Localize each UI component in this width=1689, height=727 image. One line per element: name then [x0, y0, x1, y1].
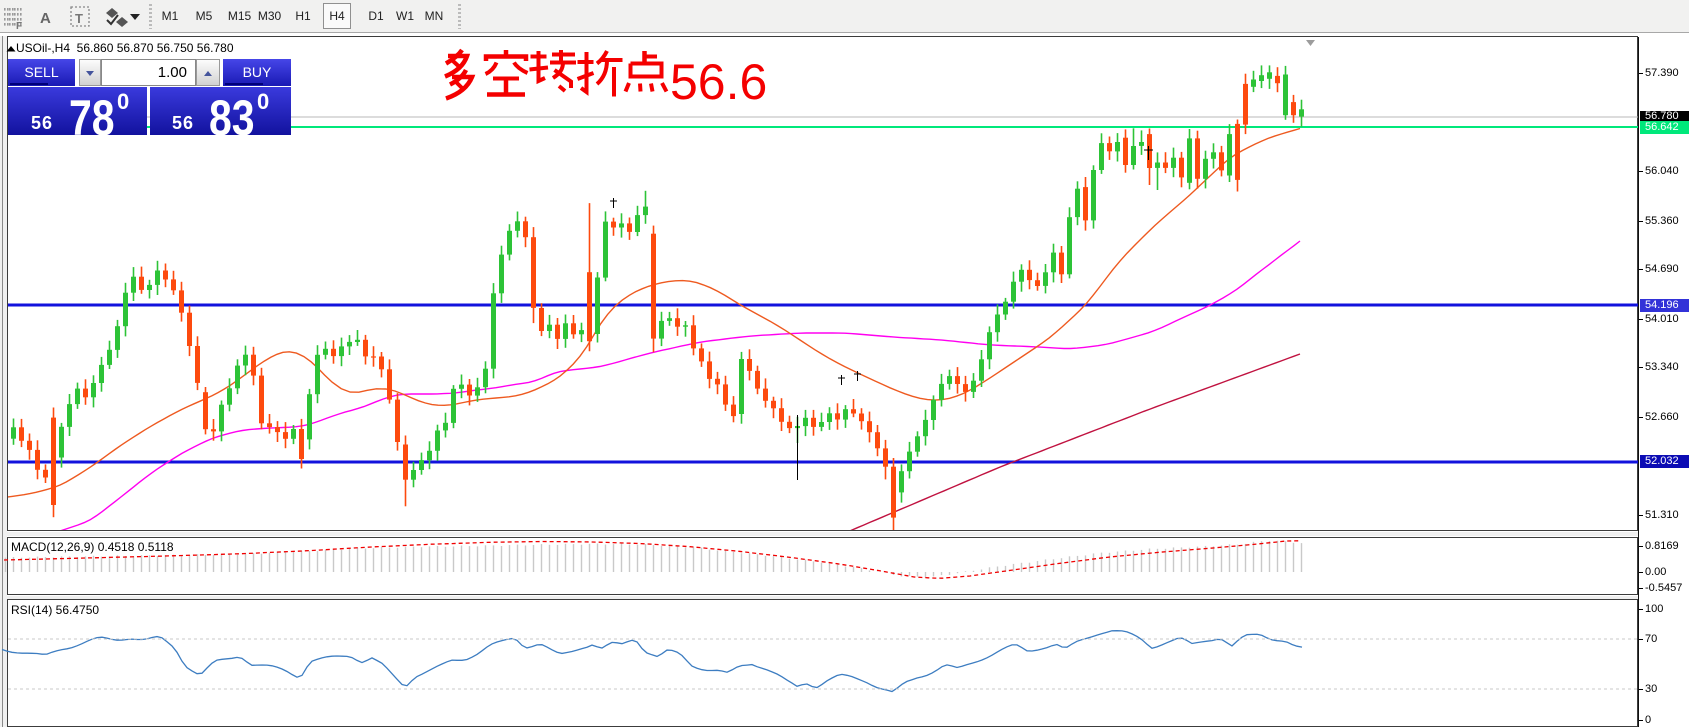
svg-text:56.6: 56.6	[670, 54, 767, 110]
svg-text:A: A	[40, 10, 51, 27]
svg-text:T: T	[75, 11, 83, 26]
svg-text:F: F	[16, 21, 22, 32]
